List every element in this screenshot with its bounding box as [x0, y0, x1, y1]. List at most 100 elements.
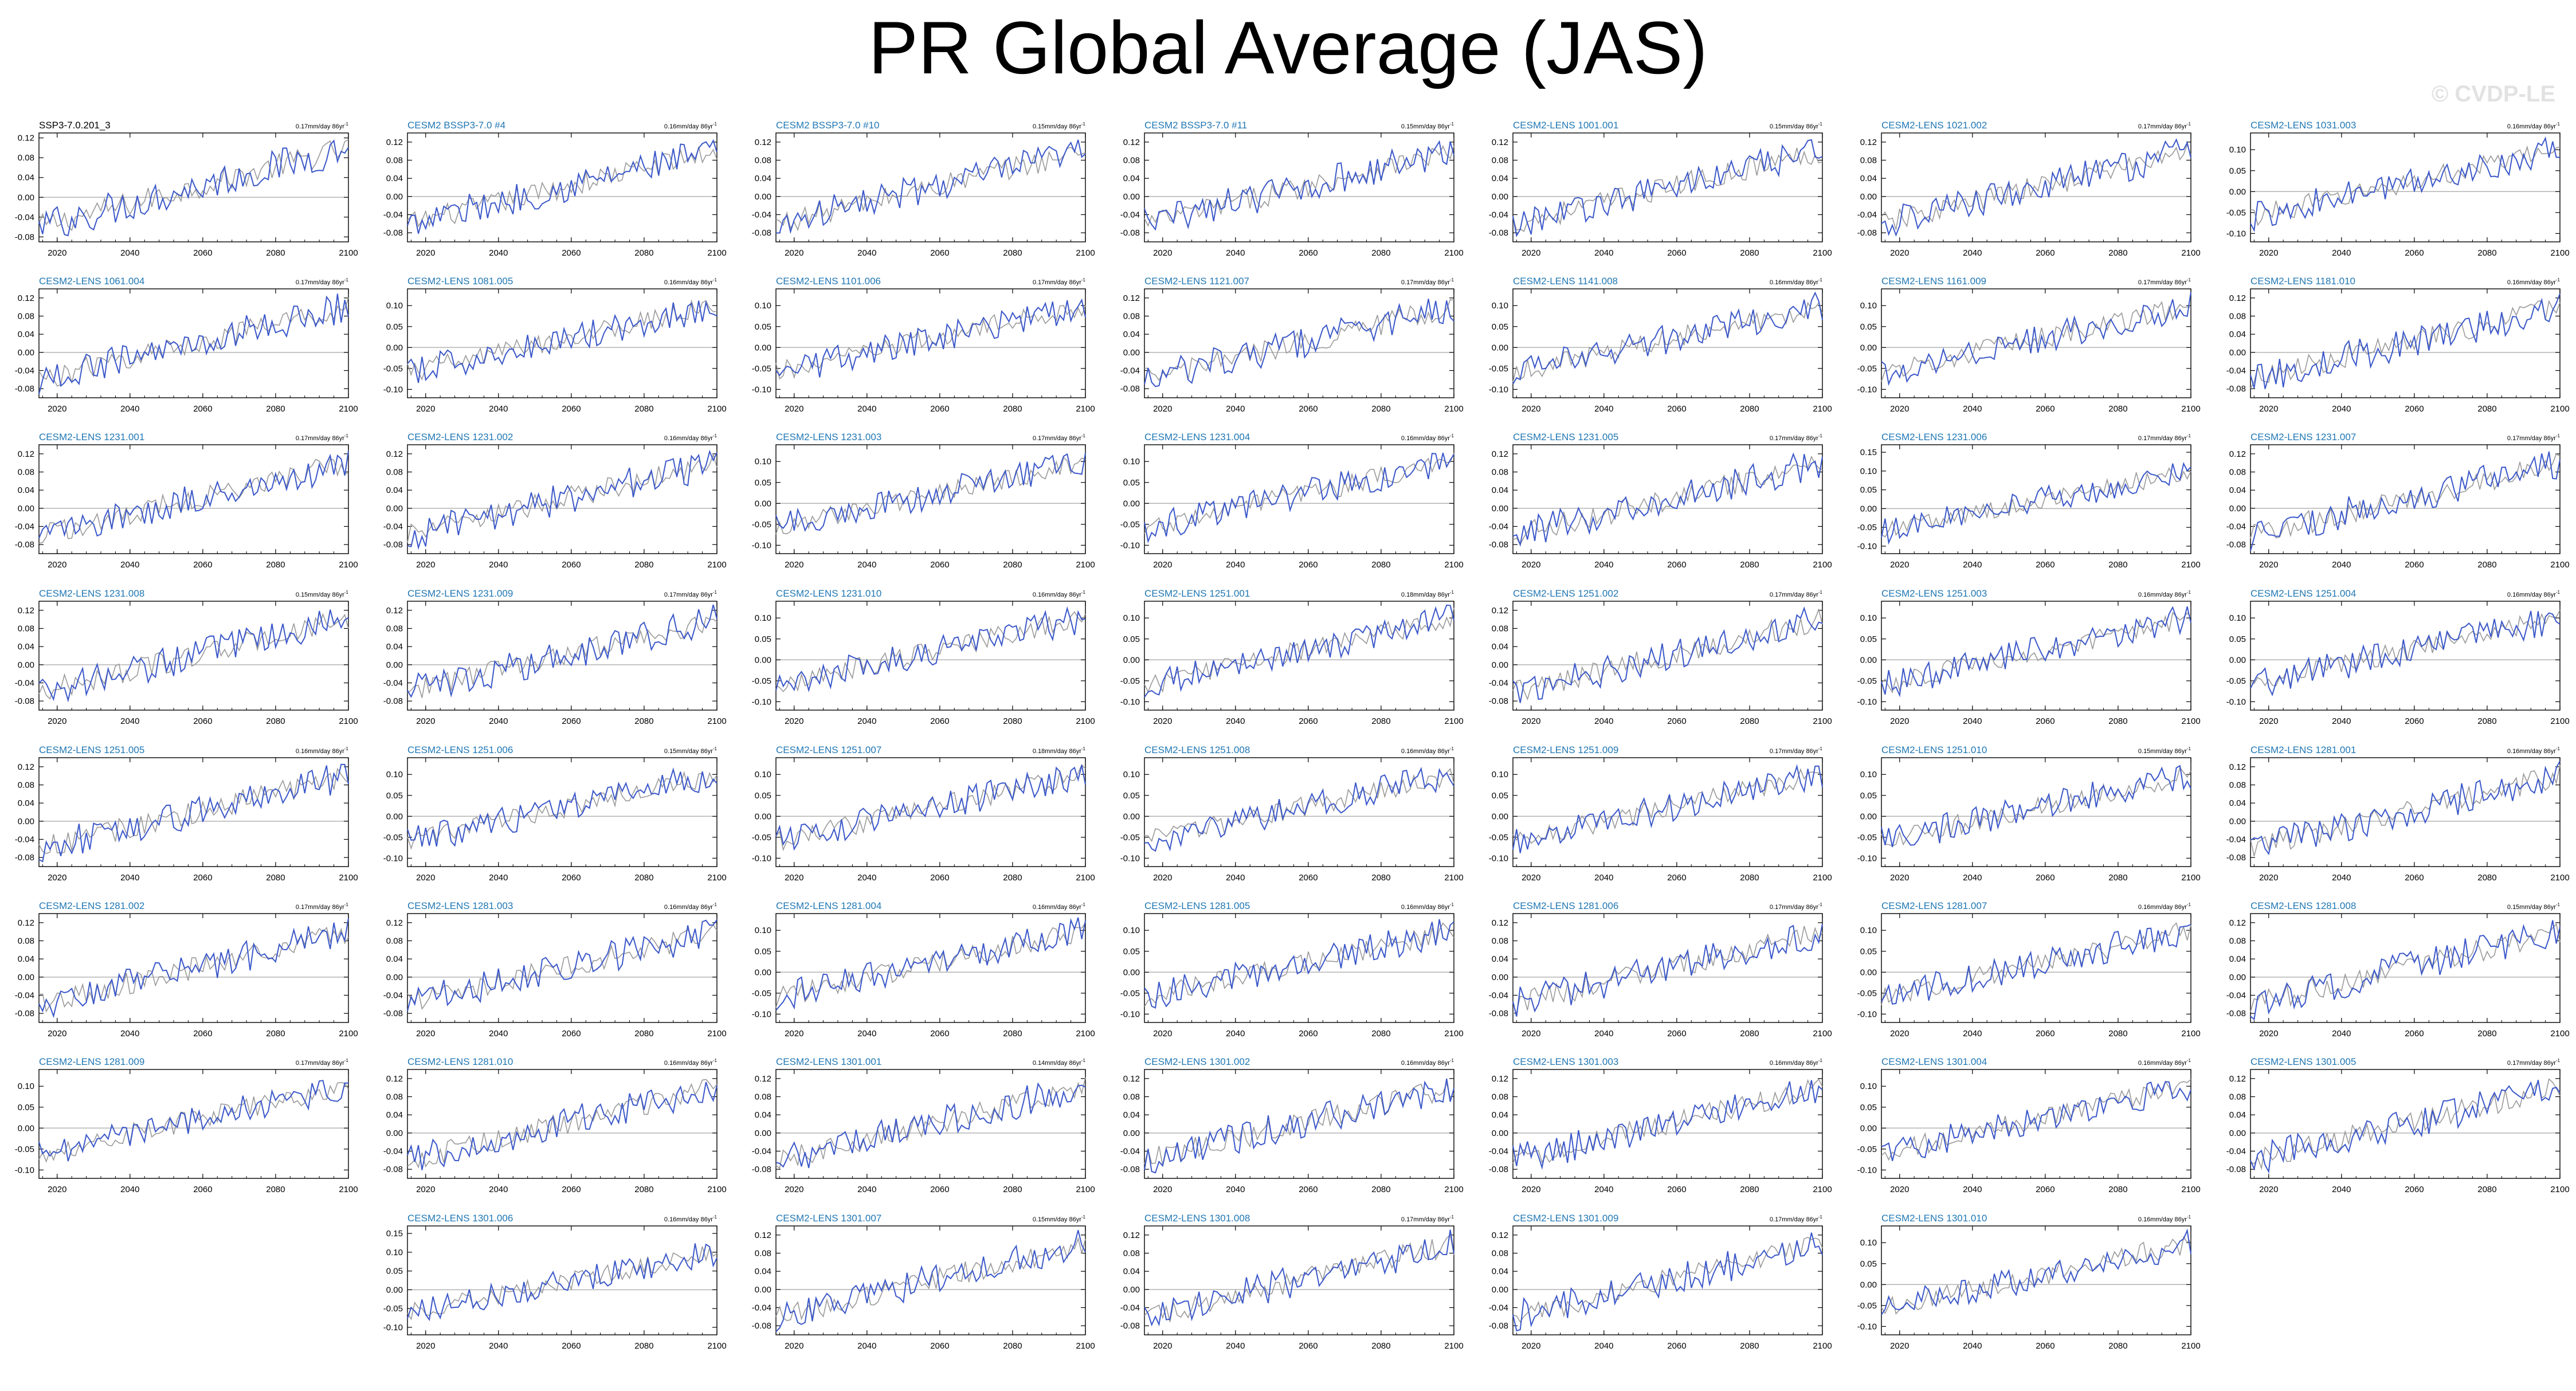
y-tick-label: 0.00 [1860, 1123, 1877, 1133]
y-tick-label: -0.10 [1857, 697, 1877, 707]
x-tick-label: 2080 [2108, 404, 2127, 414]
y-tick-label: -0.04 [383, 991, 403, 1001]
y-tick-label: 0.10 [755, 301, 771, 311]
x-tick-label: 2080 [1371, 248, 1390, 258]
x-tick-label: 2040 [1963, 1029, 1982, 1039]
x-tick-label: 2020 [48, 560, 66, 570]
y-tick-label: 0.08 [18, 312, 34, 322]
y-tick-label: 0.10 [755, 770, 771, 779]
y-tick-label: 0.12 [1123, 1074, 1140, 1084]
x-tick-label: 2080 [2108, 248, 2127, 258]
x-tick-label: 2040 [1963, 1185, 1982, 1194]
observed-series-line [775, 305, 1086, 380]
x-tick-label: 2040 [1226, 1341, 1245, 1351]
chart-svg: CESM2-LENS 1251.003 0.16mm/day 86yr-1 0.10… [1857, 588, 2201, 726]
plot-frame [1881, 913, 2191, 1023]
y-tick-label: 0.00 [2229, 504, 2246, 514]
y-tick-label: -0.10 [752, 697, 771, 707]
plot-frame [2250, 601, 2561, 711]
x-tick-label: 2020 [416, 404, 435, 414]
panel-trend-label: 0.16mm/day 86yr-1 [664, 902, 717, 911]
y-tick-label: 0.08 [18, 937, 34, 946]
panel-trend-label: 0.16mm/day 86yr-1 [664, 433, 717, 442]
x-tick-label: 2080 [2108, 716, 2127, 726]
y-tick-label: 0.15 [1860, 448, 1877, 457]
y-tick-label: 0.08 [1123, 1249, 1140, 1259]
chart-panel: CESM2-LENS 1281.004 0.16mm/day 86yr-1 0.10… [736, 899, 1095, 1043]
model-series-line [1144, 919, 1454, 1009]
panel-trend-label: 0.15mm/day 86yr-1 [2138, 746, 2191, 755]
model-series-line [1512, 452, 1823, 547]
y-tick-label: 0.12 [2229, 1074, 2246, 1084]
x-tick-label: 2080 [1740, 873, 1759, 883]
y-tick-label: 0.00 [2229, 187, 2246, 197]
y-tick-label: -0.04 [1857, 210, 1877, 220]
y-tick-label: 0.08 [2229, 781, 2246, 790]
model-series-line [1144, 299, 1454, 387]
y-tick-label: 0.00 [386, 504, 403, 514]
y-tick-label: -0.04 [383, 679, 403, 688]
y-tick-label: -0.10 [1120, 1009, 1140, 1019]
model-series-line [1512, 924, 1823, 1017]
y-tick-label: -0.08 [1489, 1009, 1508, 1018]
y-tick-label: 0.04 [2229, 954, 2246, 964]
y-tick-label: 0.00 [18, 973, 34, 982]
chart-svg: CESM2-LENS 1101.006 0.17mm/day 86yr-1 0.10… [752, 276, 1095, 414]
y-tick-label: 0.08 [386, 937, 403, 946]
panel-trend-label: 0.16mm/day 86yr-1 [296, 746, 349, 755]
x-tick-label: 2080 [1003, 1341, 1022, 1351]
y-tick-label: 0.00 [755, 1129, 771, 1138]
plot-frame [775, 757, 1086, 867]
y-tick-label: -0.05 [1857, 989, 1877, 998]
x-tick-label: 2020 [785, 248, 803, 258]
y-tick-label: 0.00 [1123, 655, 1140, 665]
chart-svg: CESM2-LENS 1301.002 0.16mm/day 86yr-1 0.12… [1120, 1056, 1464, 1194]
y-tick-label: -0.05 [1857, 676, 1877, 686]
x-tick-label: 2100 [1444, 1029, 1463, 1039]
chart-panel: CESM2-LENS 1281.001 0.16mm/day 86yr-1 0.12… [2210, 743, 2570, 887]
x-tick-label: 2040 [1226, 716, 1245, 726]
observed-series-line [2250, 145, 2561, 226]
y-tick-label: 0.04 [18, 173, 34, 183]
chart-panel: CESM2-LENS 1001.001 0.15mm/day 86yr-1 0.12… [1473, 118, 1832, 262]
chart-svg: CESM2-LENS 1281.001 0.16mm/day 86yr-1 0.12… [2226, 745, 2570, 883]
model-series-line [1512, 1232, 1823, 1332]
panel-trend-label: 0.18mm/day 86yr-1 [1401, 590, 1454, 598]
panel-title: CESM2-LENS 1301.007 [776, 1213, 881, 1224]
y-tick-label: 0.08 [1492, 156, 1508, 166]
chart-svg: CESM2-LENS 1281.004 0.16mm/day 86yr-1 0.10… [752, 900, 1095, 1039]
plot-frame [2250, 288, 2561, 398]
y-tick-label: 0.04 [2229, 485, 2246, 495]
x-tick-label: 2020 [1890, 404, 1909, 414]
y-tick-label: 0.05 [1123, 478, 1140, 488]
model-series-line [2250, 761, 2561, 856]
x-tick-label: 2060 [930, 248, 949, 258]
plot-frame [38, 132, 349, 242]
panel-title: CESM2 BSSP3-7.0 #4 [407, 120, 505, 131]
chart-svg: CESM2-LENS 1251.007 0.18mm/day 86yr-1 0.10… [752, 745, 1095, 883]
x-tick-label: 2060 [1299, 1341, 1318, 1351]
y-tick-label: -0.05 [1857, 523, 1877, 532]
y-tick-label: -0.04 [1120, 1147, 1140, 1157]
x-tick-label: 2060 [2036, 1341, 2054, 1351]
panel-title: CESM2-LENS 1301.010 [1881, 1213, 1987, 1224]
y-tick-label: 0.04 [2229, 1110, 2246, 1120]
x-tick-label: 2100 [1444, 873, 1463, 883]
chart-svg: CESM2-LENS 1281.005 0.16mm/day 86yr-1 0.10… [1120, 900, 1464, 1039]
chart-svg: CESM2-LENS 1231.006 0.17mm/day 86yr-1 0.15… [1857, 432, 2201, 570]
x-tick-label: 2020 [785, 873, 803, 883]
y-tick-label: 0.12 [386, 606, 403, 616]
y-tick-label: -0.05 [383, 1304, 403, 1314]
plot-frame [38, 601, 349, 711]
x-tick-label: 2100 [707, 404, 726, 414]
y-tick-label: -0.05 [752, 989, 771, 998]
x-tick-label: 2100 [2181, 560, 2200, 570]
model-series-line [1512, 1080, 1823, 1170]
x-tick-label: 2060 [562, 1029, 581, 1039]
x-tick-label: 2060 [1667, 248, 1686, 258]
plot-frame [1512, 1069, 1823, 1179]
observed-series-line [1512, 147, 1823, 233]
y-tick-label: -0.10 [1489, 385, 1508, 394]
y-tick-label: 0.12 [18, 918, 34, 928]
model-series-line [38, 450, 349, 539]
